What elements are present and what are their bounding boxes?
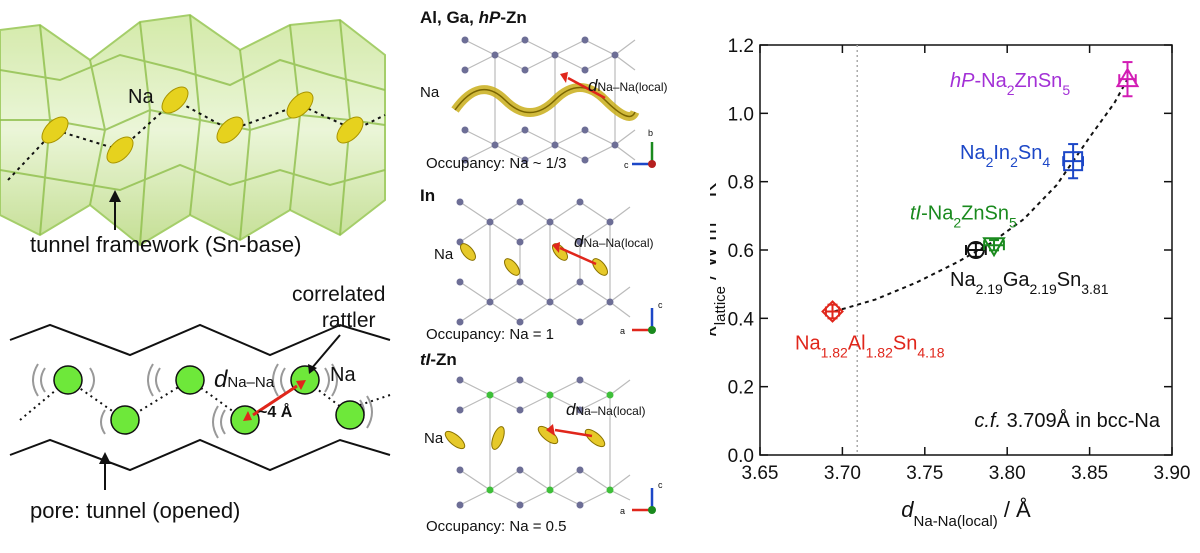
structure-ti-drawing: [444, 376, 656, 514]
structure-in-drawing: [456, 198, 656, 334]
d-local-label: dNa–Na(local): [588, 76, 668, 96]
structure-title: Al, Ga, hP-Zn: [420, 8, 527, 28]
framework-label: tunnel framework (Sn-base): [30, 232, 302, 257]
title-italic: tI: [420, 350, 431, 369]
d-subscript: Na–Na(local): [597, 80, 668, 94]
title-prefix: In: [420, 186, 436, 205]
axis-label-c: c: [658, 480, 663, 490]
y-tick-label: 0.0: [728, 446, 754, 467]
title-suffix: -Zn: [500, 8, 527, 27]
na-label: Na: [434, 246, 454, 263]
na-atom: [175, 365, 205, 395]
y-tick-label: 1.2: [728, 36, 754, 57]
x-axis-title: dNa-Na(local) / Å: [901, 497, 1031, 530]
pore-label: pore: tunnel (opened): [30, 498, 241, 523]
tunnel-wall-bottom: [9, 438, 391, 472]
tunnel-framework-illustration: [0, 13, 386, 247]
occupancy-label: Occupancy: Na = 0.5: [426, 518, 567, 535]
x-tick-label: 3.65: [742, 463, 779, 484]
d-symbol: d: [588, 76, 598, 95]
tunnel-wall-top: [9, 323, 391, 357]
x-tick-label: 3.85: [1071, 463, 1108, 484]
na-atom: [53, 365, 83, 395]
structure-ti: tI-Zn: [420, 350, 710, 548]
occupancy-label: Occupancy: Na ~ 1/3: [426, 155, 567, 172]
d-symbol: d: [566, 400, 576, 419]
y-tick-label: 1.0: [728, 104, 754, 125]
na-atom: [290, 365, 320, 395]
structure-in: In: [420, 182, 710, 344]
d-local-label: dNa–Na(local): [574, 232, 654, 252]
data-point: [982, 237, 1006, 258]
rattler-panel: correlated rattler dNa–Na ~4 Å Na pore: …: [0, 280, 405, 548]
structure-hp: Al, Ga, hP-Zn: [420, 0, 710, 180]
d-local-label: dNa–Na(local): [566, 400, 646, 420]
fit-curve: [833, 78, 1129, 313]
series-label: tI-Na2ZnSn5: [910, 202, 1017, 230]
x-tick-label: 3.80: [989, 463, 1026, 484]
series-label: hP-Na2ZnSn5: [950, 70, 1070, 98]
title-italic: hP: [478, 8, 501, 27]
distance-label: ~4 Å: [258, 404, 293, 421]
axis-label-a: a: [620, 326, 626, 336]
axis-label-b: b: [648, 128, 654, 138]
correlated-label: correlated rattler: [292, 282, 385, 334]
structure-hp-drawing: [451, 36, 656, 168]
d-symbol: d: [214, 366, 228, 393]
data-point: [1115, 67, 1140, 88]
na-label-rattler: Na: [330, 364, 356, 386]
na-label-tunnel: Na: [128, 86, 154, 108]
series-label: Na2.19Ga2.19Sn3.81: [950, 269, 1109, 297]
correlated-label-line2: rattler: [321, 309, 376, 332]
na-label: Na: [424, 430, 444, 447]
data-point: [821, 300, 844, 323]
chart-panel: 3.65 3.70 3.75 3.80 3.85 3.90 0.0 0.2 0.4 0.6 0.8 1…: [696, 0, 1200, 548]
y-tick-label: 0.8: [728, 173, 754, 194]
axis-label-c: c: [624, 160, 629, 170]
data-point: [1063, 151, 1084, 172]
y-tick-label: 0.2: [728, 378, 754, 399]
y-axis-title: κlattice / W m⁻¹ K⁻¹: [710, 164, 729, 336]
na-atom: [110, 405, 140, 435]
reference-annotation: c.f. 3.709Å in bcc-Na: [974, 409, 1161, 432]
d-subscript: Na–Na: [227, 374, 275, 391]
structure-title: tI-Zn: [420, 350, 457, 370]
axis-label-c: c: [658, 300, 663, 310]
structures-panel: Al, Ga, hP-Zn: [420, 0, 710, 548]
d-subscript: Na–Na(local): [575, 404, 646, 418]
x-tick-label: 3.70: [824, 463, 861, 484]
d-na-na-label: dNa–Na: [214, 366, 274, 394]
series-label: Na2In2Sn4: [960, 142, 1050, 170]
title-suffix: -Zn: [430, 350, 457, 369]
y-tick-label: 0.6: [728, 241, 754, 262]
tunnel-framework-panel: Na tunnel framework (Sn-base): [0, 0, 400, 290]
d-subscript: Na–Na(local): [583, 236, 654, 250]
occupancy-label: Occupancy: Na = 1: [426, 326, 554, 343]
rattler-illustration: [9, 323, 391, 490]
x-tick-label: 3.75: [906, 463, 943, 484]
na-atom: [335, 400, 365, 430]
axis-label-a: a: [620, 506, 626, 516]
na-label: Na: [420, 84, 440, 101]
y-tick-label: 0.4: [728, 309, 755, 330]
x-tick-label: 3.90: [1154, 463, 1191, 484]
series-label: Na1.82Al1.82Sn4.18: [795, 333, 945, 361]
structure-title: In: [420, 186, 435, 206]
d-symbol: d: [574, 232, 584, 251]
correlated-label-line1: correlated: [292, 283, 386, 306]
title-prefix: Al, Ga,: [420, 8, 479, 27]
kappa-vs-d-chart: 3.65 3.70 3.75 3.80 3.85 3.90 0.0 0.2 0.4 0.6 0.8 1…: [696, 36, 1191, 530]
